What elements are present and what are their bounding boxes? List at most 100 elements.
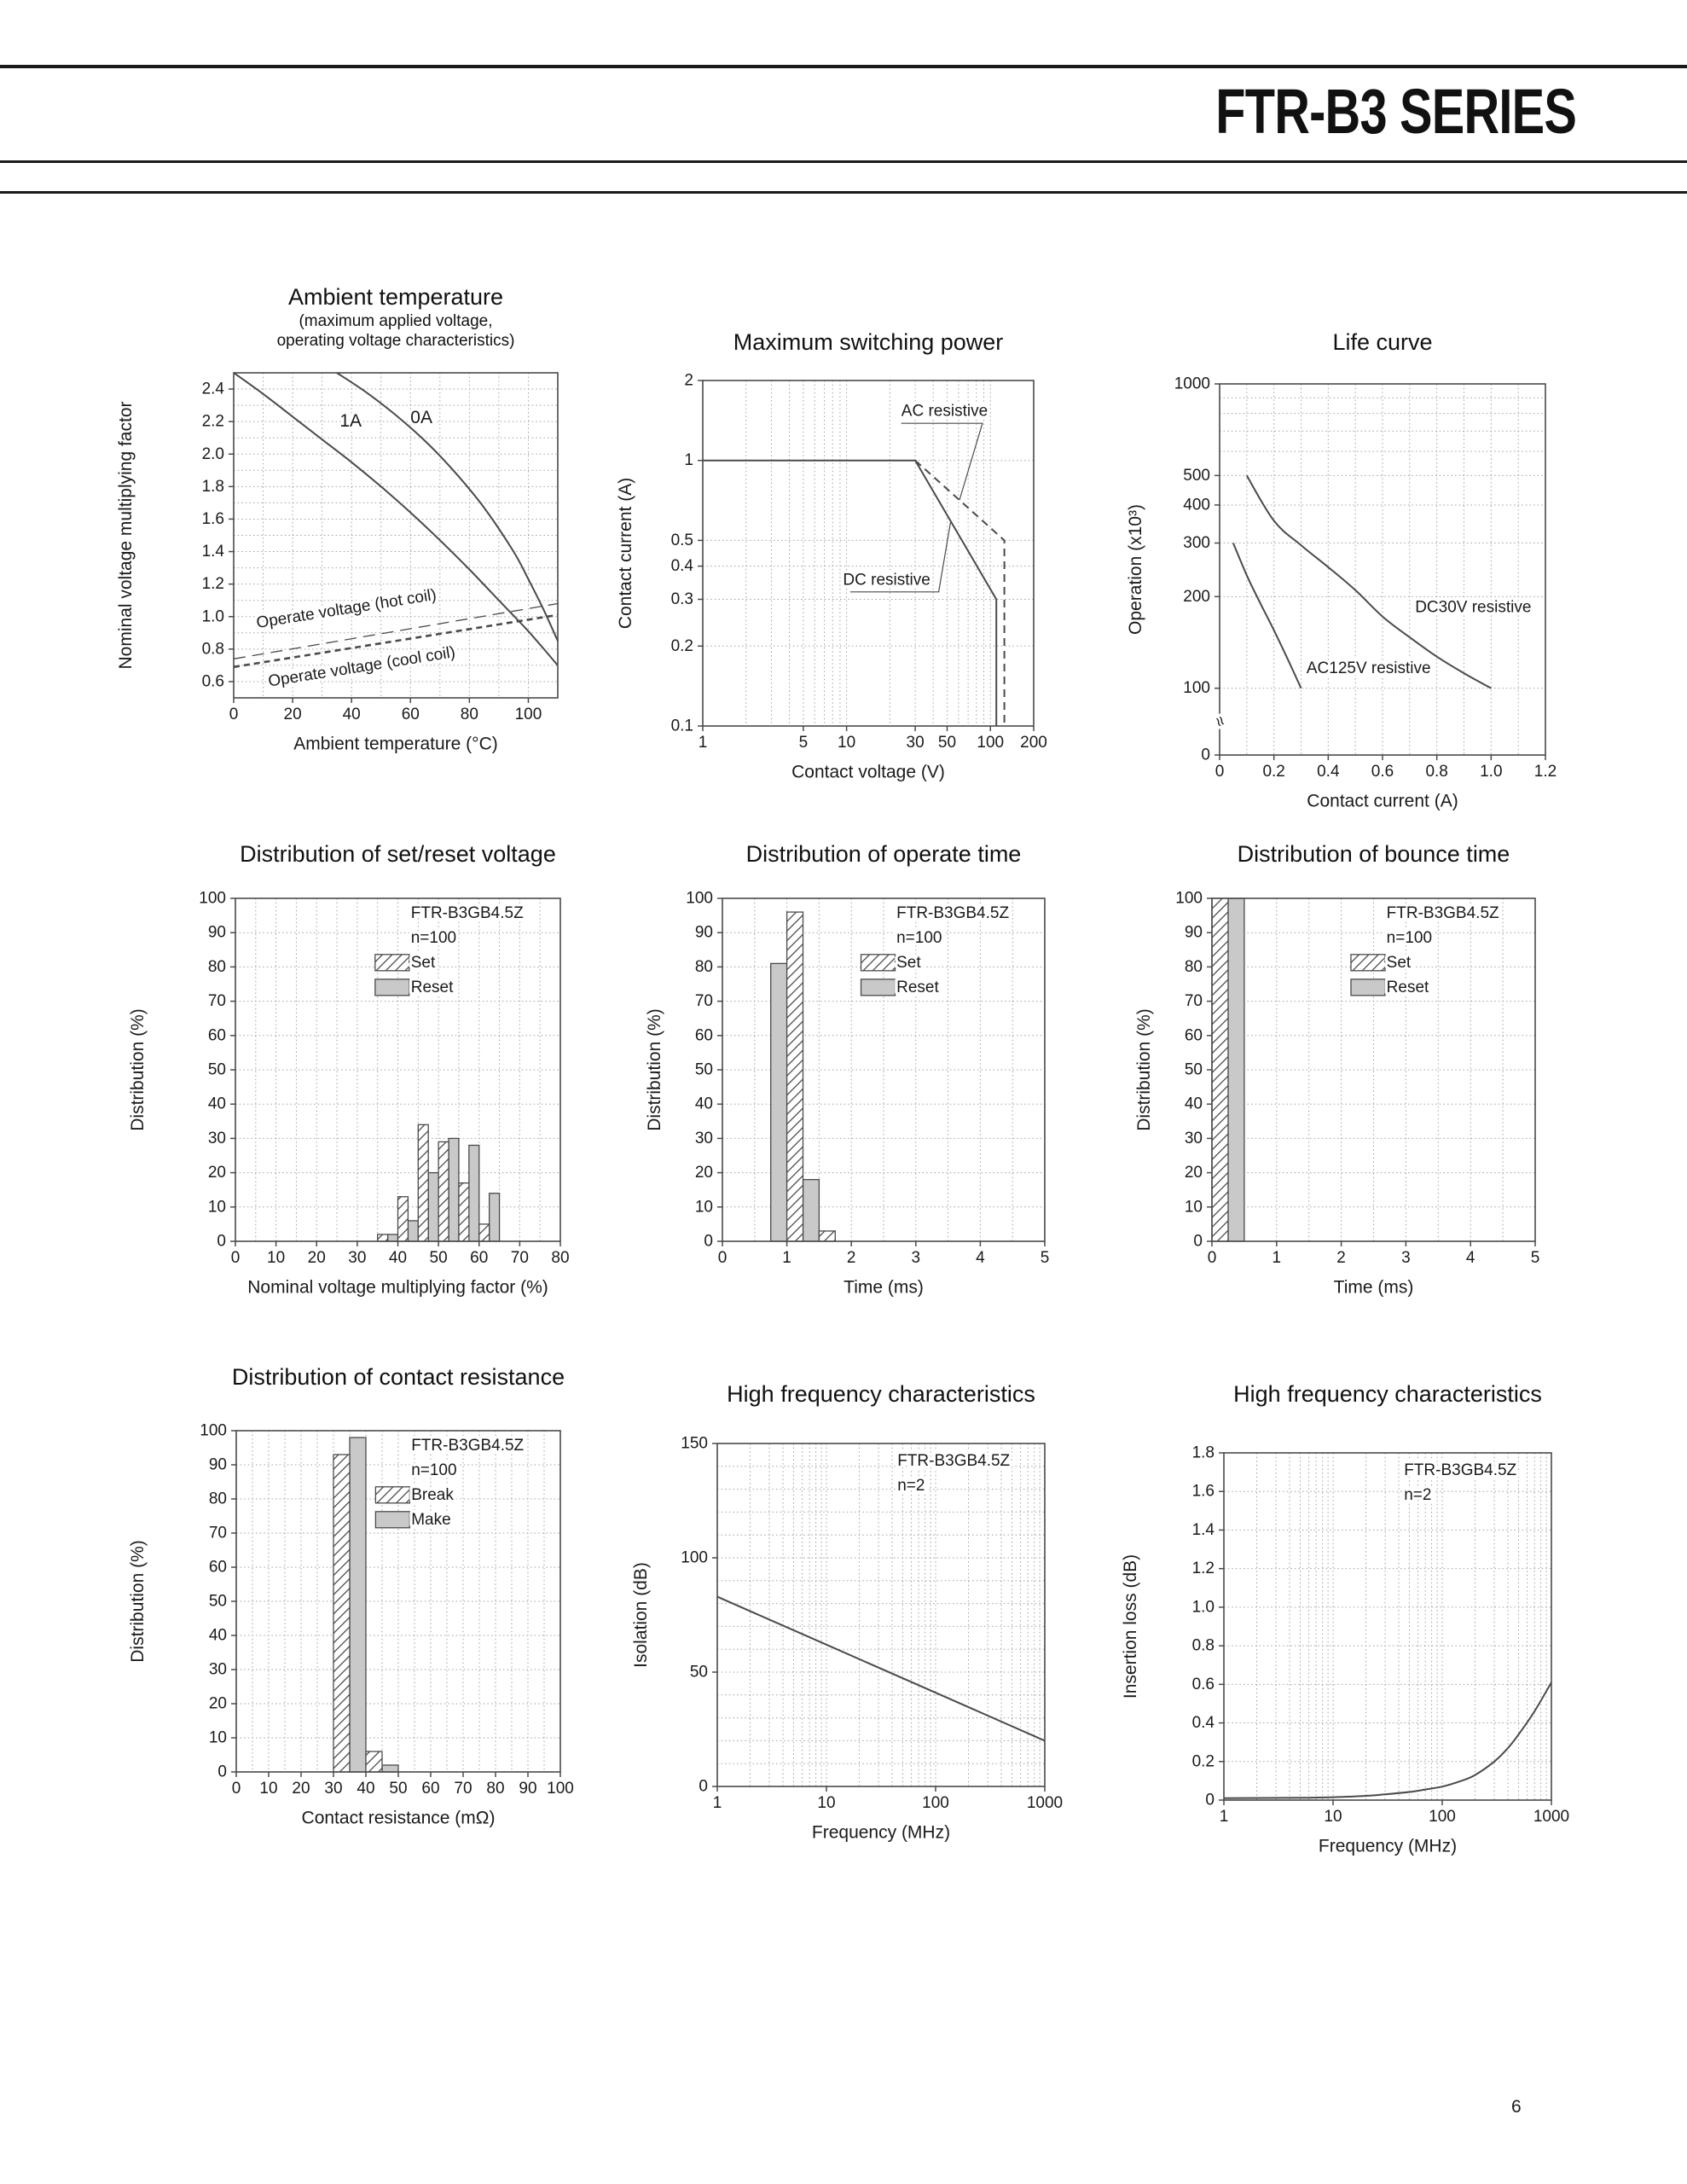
y-tick-label: 80 (1185, 958, 1203, 976)
legend-label: Set (896, 954, 921, 972)
x-tick-label: 60 (421, 1780, 439, 1798)
x-tick-label: 100 (922, 1794, 949, 1812)
life-curve-title: Life curve (1332, 329, 1433, 355)
hf-insertion-loss-plot: FTR-B3GB4.5Z n=2 1 10 100 1000 0 0.2 0.4 0.6 0.8 1.… (1121, 1444, 1569, 1856)
legend-label: Reset (896, 979, 939, 996)
y-tick-label: 0.1 (671, 717, 693, 735)
x-tick-label: 100 (547, 1780, 574, 1798)
y-tick-label: 20 (695, 1164, 713, 1182)
y-tick-label: 40 (208, 1095, 226, 1113)
bar-reset (407, 1220, 419, 1242)
y-tick-label: 90 (695, 924, 713, 942)
operate-time-title-block: Distribution of operate time (642, 840, 1125, 869)
bounce-time-title: Distribution of bounce time (1237, 841, 1510, 867)
series-0a (336, 372, 559, 642)
y-tick-label: 90 (208, 924, 226, 942)
chart-ambient-temperature: Ambient temperature (maximum applied volt… (109, 283, 592, 761)
y-tick-label: 20 (208, 1164, 226, 1182)
x-tick-label: 5 (1041, 1249, 1050, 1267)
series-operate-voltage-(hot-coil) (233, 602, 559, 659)
legend-label: FTR-B3GB4.5Z (411, 1437, 524, 1455)
legend-swatch-make (374, 1511, 411, 1529)
y-tick-label: 10 (209, 1729, 227, 1747)
bar-set (377, 1234, 389, 1242)
x-tick-label: 2 (847, 1249, 856, 1267)
x-tick-label: 80 (486, 1780, 504, 1798)
y-tick-label: 80 (695, 958, 713, 976)
y-tick-label: 20 (1185, 1164, 1203, 1182)
legend: FTR-B3GB4.5Z n=100 Set Reset (374, 901, 527, 999)
annotation: DC30V resistive (1415, 598, 1531, 616)
axis-frame (702, 380, 1035, 727)
callout-line (849, 520, 952, 593)
legend: FTR-B3GB4.5Z n=2 (1401, 1459, 1520, 1507)
y-tick-label: 50 (209, 1593, 227, 1611)
x-tick-label: 40 (357, 1780, 374, 1798)
series-ac125v-resistive (1232, 543, 1302, 689)
y-tick-label: 60 (209, 1559, 227, 1577)
bar-reset (468, 1144, 480, 1242)
x-tick-label: 20 (292, 1780, 310, 1798)
y-tick-label: 70 (695, 992, 713, 1010)
callout-line (901, 422, 983, 501)
grid (236, 1431, 560, 1772)
ambient-temperature-title: Ambient temperature (287, 284, 504, 310)
bar-reset (489, 1193, 501, 1242)
series-ac-resistive (914, 459, 1006, 726)
y-tick-label: 30 (208, 1130, 226, 1147)
grid (717, 1443, 1045, 1786)
ticks: 1 10 100 1000 0 50 100 150 (681, 1435, 1063, 1812)
chart-contact-resistance-distribution: Distribution of contact resistance FTR-B3… (109, 1363, 592, 1833)
axis-frame (233, 372, 559, 699)
x-tick-label: 1000 (1027, 1794, 1063, 1812)
x-tick-label: 30 (348, 1249, 366, 1267)
x-tick-label: 0 (1215, 763, 1225, 781)
hf-isolation-title: High frequency characteristics (727, 1381, 1035, 1407)
y-tick-label: 30 (209, 1661, 227, 1679)
grid (703, 380, 1034, 726)
ticks: 1 10 100 1000 0 0.2 0.4 0.6 0.8 1.0 1.2 1.4 1.6 1.8 (1192, 1444, 1570, 1826)
series-operate-voltage-(cool-coil) (233, 613, 559, 669)
series-isolation (716, 1595, 1046, 1742)
x-tick-label: 0 (229, 706, 239, 723)
y-tick-label: 0.6 (202, 672, 224, 690)
y-tick-label: 0 (1205, 1792, 1215, 1809)
y-tick-label: 0.5 (671, 531, 693, 549)
x-tick-label: 0 (231, 1249, 241, 1267)
y-axis-label: Distribution (%) (645, 1008, 664, 1131)
y-tick-label: 0 (217, 1763, 227, 1781)
ticks: 1 5 10 30 50 100 200 0.1 0.2 0.3 0.4 0.5 1 2 (671, 372, 1047, 752)
y-tick-label: 100 (200, 1422, 227, 1440)
x-tick-label: 0.2 (1262, 763, 1284, 781)
y-tick-label: 100 (681, 1549, 708, 1567)
grid (234, 373, 558, 698)
y-tick-label: 1.0 (1192, 1598, 1215, 1616)
y-tick-label: 100 (1183, 679, 1210, 697)
y-tick-label: 300 (1183, 534, 1210, 552)
y-axis-label: Distribution (%) (128, 1540, 148, 1663)
bar-set (786, 911, 804, 1242)
chart-hf-isolation: High frequency characteristics FTR-B3GB4.… (597, 1380, 1085, 1851)
y-tick-label: 1000 (1174, 375, 1210, 393)
y-axis-label: Nominal voltage multiplying factor (116, 402, 136, 670)
y-tick-label: 40 (1185, 1095, 1203, 1113)
hf-insertion-loss-title-block: High frequency characteristics (1146, 1380, 1629, 1409)
x-tick-label: 0 (1208, 1249, 1217, 1267)
y-tick-label: 50 (690, 1664, 708, 1682)
series-insertion-loss (1223, 1682, 1552, 1799)
y-tick-label: 70 (1185, 992, 1203, 1010)
bar-set (438, 1141, 449, 1242)
hf-isolation-plot: FTR-B3GB4.5Z n=2 1 10 100 1000 0 50 100 150 Freque… (631, 1435, 1063, 1843)
y-tick-label: 30 (1185, 1130, 1203, 1147)
x-tick-label: 20 (284, 706, 302, 723)
bar-make (381, 1764, 399, 1773)
header-rule-bottom (0, 191, 1687, 194)
x-tick-label: 30 (324, 1780, 342, 1798)
y-tick-label: 1.2 (1192, 1560, 1215, 1577)
hf-isolation-canvas: FTR-B3GB4.5Z n=2 1 10 100 1000 0 50 100 150 Freque… (631, 1435, 1063, 1843)
set-reset-voltage-plot: FTR-B3GB4.5Z n=100 Set Reset 0 10 20 30 40 50 60 70… (128, 890, 570, 1298)
x-axis-label: Time (ms) (1334, 1277, 1414, 1297)
bar-reset (386, 1234, 399, 1242)
legend-label: Reset (1387, 979, 1429, 996)
